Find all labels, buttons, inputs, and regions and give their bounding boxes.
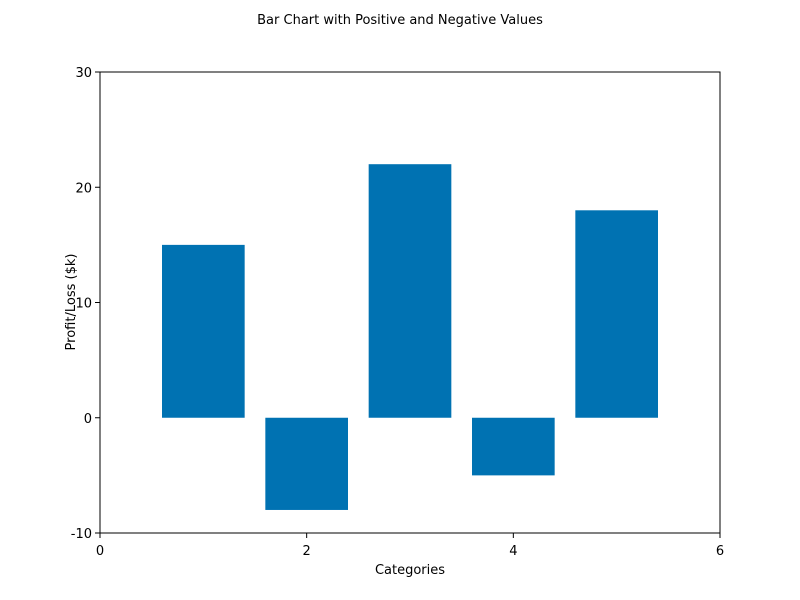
x-tick-label: 6 <box>716 544 724 559</box>
x-axis-label: Categories <box>375 563 445 578</box>
x-axis-ticks: 0 2 4 6 <box>96 533 724 559</box>
bar-5 <box>575 210 658 418</box>
chart-title: Bar Chart with Positive and Negative Val… <box>257 13 543 28</box>
y-tick-label: 30 <box>75 66 92 81</box>
bar-2 <box>265 417 348 510</box>
y-axis-ticks: -10 0 10 20 30 <box>71 66 100 542</box>
bar-3 <box>368 164 452 418</box>
x-tick-label: 2 <box>303 544 311 559</box>
y-tick-label: 10 <box>75 297 92 312</box>
y-tick-label: 20 <box>75 181 92 196</box>
x-tick-label: 4 <box>509 544 517 559</box>
y-tick-label: 0 <box>84 412 92 427</box>
bar-1 <box>162 244 245 418</box>
y-tick-label: -10 <box>71 527 92 542</box>
bars-group <box>162 164 658 510</box>
y-axis-label: Profit/Loss ($k) <box>64 254 79 351</box>
bar-4 <box>472 417 555 476</box>
x-tick-label: 0 <box>96 544 104 559</box>
